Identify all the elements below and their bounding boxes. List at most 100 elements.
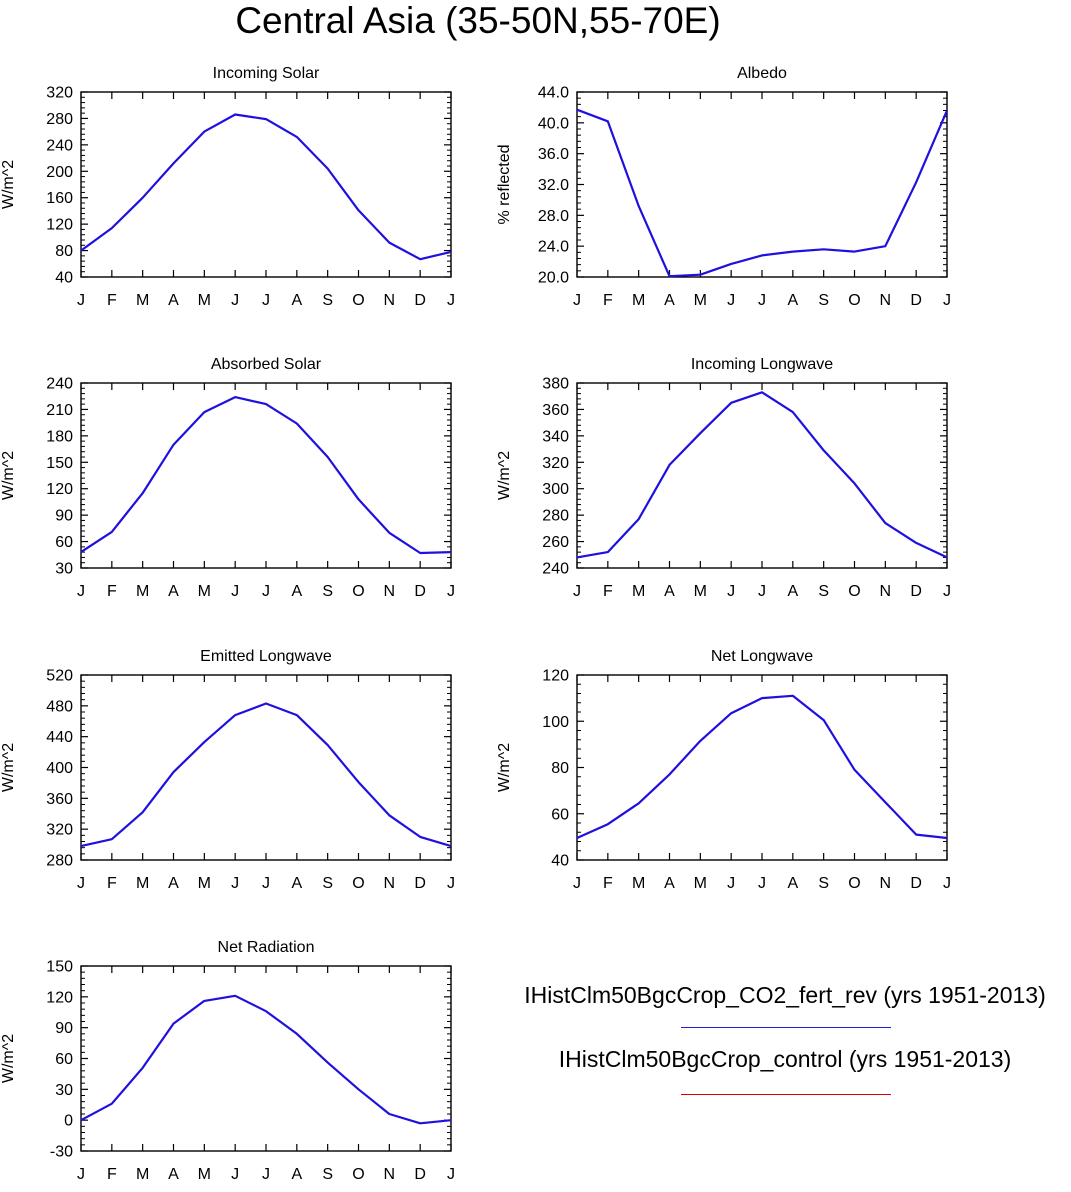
- y-axis-label: W/m^2: [0, 743, 17, 792]
- x-tick-label: J: [77, 292, 85, 309]
- x-tick-label: A: [787, 292, 798, 309]
- y-axis-label: W/m^2: [496, 743, 513, 792]
- x-tick-label: D: [910, 583, 922, 600]
- y-axis-label: W/m^2: [496, 451, 513, 500]
- x-tick-label: J: [573, 875, 581, 892]
- x-tick-label: J: [573, 292, 581, 309]
- series-line: [80, 994, 452, 1125]
- x-tick-label: A: [291, 292, 302, 309]
- x-tick-label: N: [384, 583, 396, 600]
- x-tick-label: J: [447, 292, 455, 309]
- y-tick-label: 100: [542, 714, 569, 731]
- x-tick-label: D: [910, 875, 922, 892]
- y-tick-label: 120: [46, 217, 73, 234]
- x-tick-label: J: [77, 1166, 85, 1183]
- x-tick-label: J: [262, 292, 270, 309]
- x-tick-label: S: [322, 292, 333, 309]
- y-tick-label: 120: [542, 668, 569, 685]
- x-tick-label: O: [352, 875, 364, 892]
- y-tick-label: 30: [55, 561, 73, 578]
- y-tick-label: 120: [46, 989, 73, 1006]
- legend-line-control: [681, 1094, 891, 1095]
- y-tick-label: 400: [46, 760, 73, 777]
- y-tick-label: 320: [542, 455, 569, 472]
- x-tick-label: O: [848, 292, 860, 309]
- x-tick-label: A: [168, 875, 179, 892]
- x-tick-label: M: [632, 875, 645, 892]
- x-tick-label: F: [107, 1166, 117, 1183]
- legend-label-co2-fert-rev: IHistClm50BgcCrop_CO2_fert_rev (yrs 1951…: [524, 982, 1046, 1008]
- y-tick-label: 120: [46, 481, 73, 498]
- y-tick-label: 360: [46, 791, 73, 808]
- x-tick-label: A: [787, 583, 798, 600]
- series-line: [80, 113, 452, 261]
- y-tick-label: 360: [542, 402, 569, 419]
- x-tick-label: A: [664, 583, 675, 600]
- x-tick-label: F: [107, 292, 117, 309]
- chart-title: Absorbed Solar: [211, 356, 322, 373]
- y-tick-label: 200: [46, 164, 73, 181]
- x-tick-label: M: [694, 875, 707, 892]
- x-tick-label: F: [603, 875, 613, 892]
- x-tick-label: A: [291, 1166, 302, 1183]
- chart-emitted-longwave: Emitted Longwave W/m^2 280 320 360 400 440 480 5…: [0, 648, 455, 892]
- y-tick-label: 240: [46, 376, 73, 393]
- x-tick-label: O: [352, 583, 364, 600]
- y-tick-label: 80: [55, 243, 73, 260]
- x-tick-label: S: [818, 875, 829, 892]
- x-tick-label: J: [262, 875, 270, 892]
- x-tick-label: A: [168, 292, 179, 309]
- y-tick-label: 240: [46, 137, 73, 154]
- x-tick-label: M: [694, 583, 707, 600]
- y-tick-label: 44.0: [538, 85, 569, 102]
- figure-title: Central Asia (35-50N,55-70E): [235, 0, 721, 41]
- x-tick-label: A: [664, 292, 675, 309]
- plot-frame: [576, 674, 948, 861]
- y-tick-label: 60: [55, 534, 73, 551]
- x-tick-label: M: [632, 583, 645, 600]
- plot-frame: [80, 965, 452, 1152]
- x-tick-label: S: [322, 1166, 333, 1183]
- y-tick-label: 210: [46, 402, 73, 419]
- chart-title: Incoming Solar: [213, 65, 320, 82]
- y-axis-label: % reflected: [496, 144, 513, 224]
- x-tick-label: M: [198, 583, 211, 600]
- x-tick-label: A: [787, 875, 798, 892]
- plot-frame: [80, 382, 452, 569]
- x-tick-label: N: [880, 875, 892, 892]
- x-tick-label: J: [231, 875, 239, 892]
- y-tick-label: 0: [64, 1113, 73, 1130]
- x-tick-label: N: [384, 292, 396, 309]
- x-tick-label: S: [818, 583, 829, 600]
- x-tick-label: M: [198, 1166, 211, 1183]
- x-tick-label: S: [322, 875, 333, 892]
- y-axis-label: W/m^2: [0, 451, 17, 500]
- x-tick-label: J: [943, 583, 951, 600]
- x-tick-label: A: [168, 583, 179, 600]
- x-tick-label: O: [352, 292, 364, 309]
- chart-title: Emitted Longwave: [200, 648, 332, 665]
- chart-absorbed-solar: Absorbed Solar W/m^2 30 60 90 120 150 180 210 240…: [0, 356, 455, 600]
- x-tick-label: F: [107, 583, 117, 600]
- y-tick-label: 320: [46, 85, 73, 102]
- y-tick-label: 150: [46, 959, 73, 976]
- chart-net-longwave: Net Longwave W/m^2 40 60 80 100 120 J F M A M J J A S O N…: [496, 648, 951, 892]
- y-tick-label: 90: [55, 508, 73, 525]
- x-tick-label: F: [107, 875, 117, 892]
- x-tick-label: M: [198, 875, 211, 892]
- series-line: [80, 702, 452, 848]
- plot-frame: [576, 382, 948, 569]
- x-tick-label: J: [758, 583, 766, 600]
- x-tick-label: M: [136, 292, 149, 309]
- y-tick-label: 320: [46, 822, 73, 839]
- x-tick-label: J: [573, 583, 581, 600]
- x-tick-label: J: [447, 1166, 455, 1183]
- x-tick-label: J: [77, 583, 85, 600]
- x-tick-label: M: [136, 875, 149, 892]
- x-tick-label: J: [727, 875, 735, 892]
- x-tick-label: J: [943, 292, 951, 309]
- y-tick-label: 380: [542, 376, 569, 393]
- legend-label-control: IHistClm50BgcCrop_control (yrs 1951-2013…: [558, 1046, 1012, 1072]
- x-tick-label: D: [414, 292, 426, 309]
